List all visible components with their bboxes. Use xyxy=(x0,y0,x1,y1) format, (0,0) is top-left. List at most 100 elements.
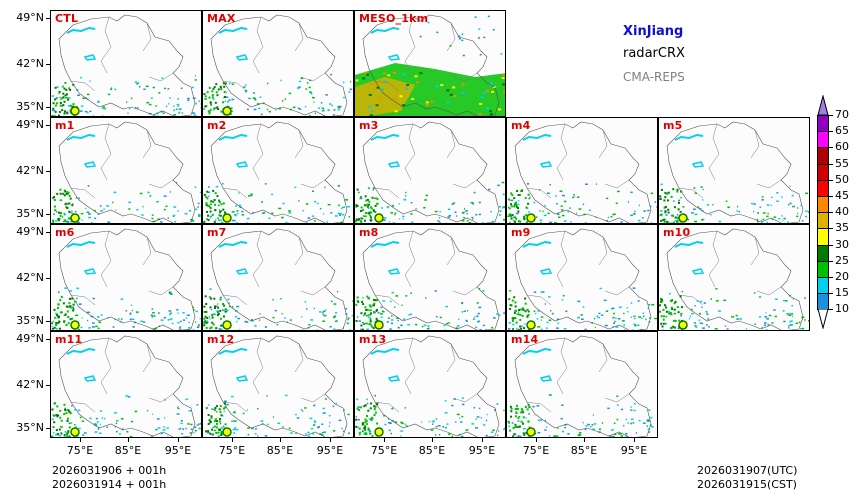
echo-speck xyxy=(168,313,171,315)
echo-speck xyxy=(800,327,803,330)
echo-speck xyxy=(179,427,182,430)
echo-speck xyxy=(211,90,214,93)
echo-speck xyxy=(526,308,529,311)
echo-speck xyxy=(564,426,566,429)
echo-speck xyxy=(147,409,149,412)
echo-speck xyxy=(667,211,670,214)
echo-speck xyxy=(329,103,332,105)
echo-speck xyxy=(524,302,527,305)
echo-speck xyxy=(217,436,220,437)
echo-speck xyxy=(605,310,609,312)
echo-speck xyxy=(512,216,515,219)
echo-speck xyxy=(699,301,703,303)
echo-speck xyxy=(308,86,311,89)
echo-speck xyxy=(644,437,645,438)
echo-speck xyxy=(153,114,156,116)
echo-speck xyxy=(759,296,761,298)
echo-speck xyxy=(368,203,370,206)
echo-speck xyxy=(339,212,342,215)
lat-tick-label: 35°N xyxy=(16,100,44,113)
echo-speck xyxy=(362,215,366,217)
echo-cell xyxy=(70,320,80,330)
echo-speck xyxy=(167,319,170,321)
echo-speck xyxy=(292,106,296,109)
echo-speck xyxy=(547,212,550,215)
echo-speck xyxy=(709,213,712,216)
echo-speck xyxy=(211,433,214,436)
echo-speck xyxy=(369,114,373,116)
echo-speck xyxy=(59,311,62,314)
echo-speck xyxy=(373,311,375,314)
echo-speck xyxy=(218,199,221,202)
echo-speck xyxy=(220,434,223,436)
echo-speck xyxy=(284,98,286,100)
echo-speck xyxy=(179,328,182,330)
echo-speck xyxy=(660,219,663,222)
echo-speck xyxy=(668,312,671,315)
echo-speck xyxy=(701,219,704,221)
echo-speck xyxy=(774,315,777,318)
echo-speck xyxy=(509,221,511,223)
lake-echo xyxy=(218,133,248,141)
echo-speck xyxy=(517,194,520,196)
echo-speck xyxy=(440,84,444,87)
echo-speck xyxy=(88,327,91,329)
echo-speck xyxy=(598,312,601,315)
lat-tick-label: 35°N xyxy=(16,207,44,220)
echo-speck xyxy=(366,402,369,405)
echo-speck xyxy=(361,423,364,426)
echo-speck xyxy=(355,218,358,221)
echo-speck xyxy=(151,214,154,216)
echo-speck xyxy=(211,213,214,216)
echo-speck xyxy=(527,202,530,205)
echo-speck xyxy=(131,304,132,306)
echo-speck xyxy=(540,291,542,294)
echo-speck xyxy=(224,308,227,311)
echo-speck xyxy=(533,201,536,204)
echo-speck xyxy=(787,221,789,223)
echo-speck xyxy=(68,302,71,305)
echo-speck xyxy=(173,105,175,107)
echo-speck xyxy=(356,407,359,410)
echo-speck xyxy=(215,185,219,188)
echo-speck xyxy=(316,329,318,330)
echo-speck xyxy=(290,432,293,434)
echo-speck xyxy=(695,326,698,329)
echo-speck xyxy=(248,195,251,197)
echo-speck xyxy=(231,98,235,101)
colorbar-segment xyxy=(817,228,829,246)
echo-speck xyxy=(660,300,662,303)
echo-speck xyxy=(561,430,565,433)
echo-speck xyxy=(485,434,488,437)
echo-speck xyxy=(250,194,253,197)
echo-speck xyxy=(682,206,685,208)
echo-speck xyxy=(55,324,58,327)
echo-speck xyxy=(461,83,465,86)
echo-speck xyxy=(120,298,124,300)
echo-speck xyxy=(371,418,374,420)
echo-speck xyxy=(180,420,183,422)
echo-speck xyxy=(216,94,219,97)
echo-speck xyxy=(282,426,284,428)
echo-speck xyxy=(508,421,511,424)
echo-speck xyxy=(177,436,180,437)
echo-speck xyxy=(243,86,246,88)
echo-speck xyxy=(364,425,367,428)
echo-speck xyxy=(51,95,55,97)
echo-speck xyxy=(238,204,241,206)
echo-speck xyxy=(213,220,216,223)
echo-speck xyxy=(205,310,208,313)
echo-speck xyxy=(364,204,366,207)
echo-speck xyxy=(438,217,441,219)
echo-speck xyxy=(694,192,697,194)
echo-speck xyxy=(589,209,591,211)
echo-speck xyxy=(807,211,809,213)
echo-speck xyxy=(462,54,465,57)
echo-speck xyxy=(536,405,540,407)
echo-speck xyxy=(55,433,58,436)
radar-map xyxy=(508,228,657,330)
echo-speck xyxy=(373,302,376,305)
echo-speck xyxy=(378,97,382,100)
echo-cell xyxy=(678,213,688,223)
echo-speck xyxy=(85,207,87,210)
